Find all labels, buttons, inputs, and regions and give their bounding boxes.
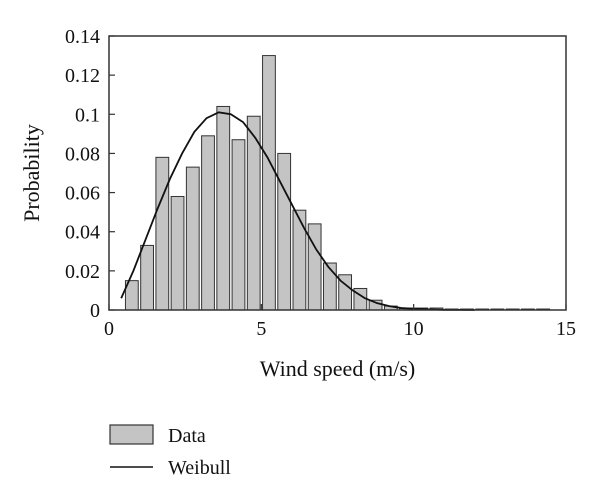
x-tick-label: 5 xyxy=(256,318,266,340)
x-tick-label: 15 xyxy=(556,318,576,340)
histogram-bar xyxy=(277,152,292,311)
weibull-line-layer xyxy=(120,111,475,311)
histogram-bar xyxy=(322,262,337,311)
legend-weibull-label: Weibull xyxy=(168,457,231,479)
y-tick-label: 0.14 xyxy=(65,26,100,48)
histogram-bar xyxy=(246,115,261,311)
x-tick-label: 10 xyxy=(404,318,424,340)
histogram-bar xyxy=(292,209,307,311)
x-axis: 0 5 10 15 xyxy=(104,304,576,340)
histogram-bar xyxy=(216,105,231,311)
y-tick-label: 0.08 xyxy=(65,143,100,165)
histogram-bar xyxy=(231,139,246,311)
y-tick-label: 0.02 xyxy=(65,261,100,283)
histogram-bar xyxy=(201,135,215,311)
y-tick-label: 0.1 xyxy=(75,104,100,126)
x-axis-title: Wind speed (m/s) xyxy=(260,356,416,381)
histogram-bar xyxy=(262,55,276,311)
histogram-bar xyxy=(140,244,154,311)
y-axis-title: Probability xyxy=(19,124,44,222)
weibull-line xyxy=(120,111,475,311)
histogram-bar xyxy=(155,156,170,311)
y-tick-label: 0.12 xyxy=(65,65,100,87)
y-tick-label: 0 xyxy=(90,300,100,322)
histogram-bar xyxy=(307,223,322,311)
legend-data-label: Data xyxy=(168,425,206,447)
histogram-bar xyxy=(185,166,200,311)
plot-frame xyxy=(108,35,567,311)
y-tick-label: 0.06 xyxy=(65,183,100,205)
y-tick-label: 0.04 xyxy=(65,222,100,244)
x-tick-label: 0 xyxy=(104,318,114,340)
y-axis: 0 0.02 0.04 0.06 0.08 0.1 0.12 0.14 xyxy=(65,26,115,322)
bars-layer xyxy=(124,55,551,311)
legend: Data Weibull xyxy=(109,424,231,479)
histogram-bar xyxy=(170,195,185,311)
legend-data-swatch xyxy=(109,424,154,445)
